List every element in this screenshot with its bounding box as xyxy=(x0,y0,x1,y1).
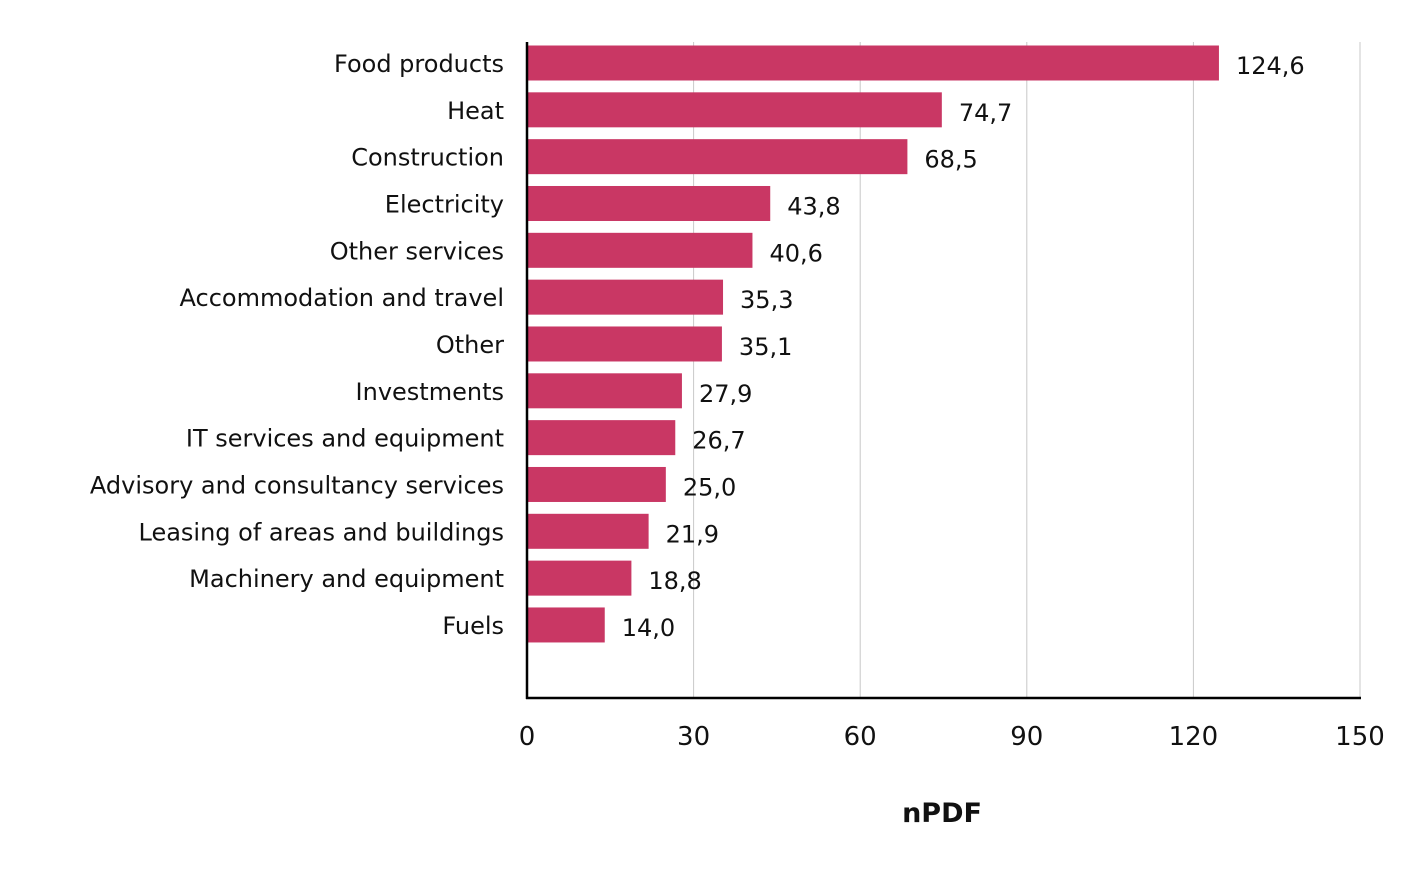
category-label: Leasing of areas and buildings xyxy=(139,518,505,546)
bars xyxy=(527,45,1219,643)
x-tick-label: 0 xyxy=(519,722,536,752)
value-label: 21,9 xyxy=(666,520,719,548)
bar xyxy=(527,466,666,502)
value-label: 35,1 xyxy=(739,333,792,361)
bar xyxy=(527,513,649,549)
bar xyxy=(527,560,632,596)
category-label: Food products xyxy=(334,50,504,78)
category-label: Investments xyxy=(356,378,504,406)
x-tick-label: 90 xyxy=(1010,722,1043,752)
bar xyxy=(527,373,682,409)
category-label: Construction xyxy=(351,144,504,172)
category-label: Machinery and equipment xyxy=(189,565,504,593)
value-label: 26,7 xyxy=(692,427,745,455)
category-label: Fuels xyxy=(442,612,504,640)
bar xyxy=(527,420,676,456)
bar xyxy=(527,45,1219,81)
bar xyxy=(527,326,722,362)
value-label: 14,0 xyxy=(622,614,675,642)
value-label: 68,5 xyxy=(924,146,977,174)
x-tick-label: 150 xyxy=(1335,722,1385,752)
value-label: 43,8 xyxy=(787,192,840,220)
value-label: 18,8 xyxy=(648,567,701,595)
x-tick-label: 120 xyxy=(1169,722,1219,752)
x-tick-labels: 0 30 60 90 120 150 xyxy=(519,722,1385,752)
value-label: 27,9 xyxy=(699,380,752,408)
bar xyxy=(527,92,942,128)
bar xyxy=(527,279,724,315)
category-label: Electricity xyxy=(385,190,504,218)
value-label: 35,3 xyxy=(740,286,793,314)
category-label: Advisory and consultancy services xyxy=(90,471,504,499)
bar xyxy=(527,139,908,175)
bar xyxy=(527,607,605,643)
bar xyxy=(527,232,753,268)
x-tick-label: 30 xyxy=(677,722,710,752)
category-labels: Food products Heat Construction Electricity… xyxy=(90,50,504,640)
category-label: Other xyxy=(436,331,504,359)
value-label: 74,7 xyxy=(959,99,1012,127)
value-label: 25,0 xyxy=(683,473,736,501)
category-label: IT services and equipment xyxy=(186,425,504,453)
value-label: 124,6 xyxy=(1236,52,1305,80)
x-axis-title: nPDF xyxy=(902,798,982,829)
value-label: 40,6 xyxy=(769,239,822,267)
value-labels: 124,6 74,7 68,5 43,8 40,6 35,3 35,1 27,9 26,7 25,… xyxy=(622,52,1305,642)
x-tick-label: 60 xyxy=(844,722,877,752)
category-label: Heat xyxy=(447,97,504,125)
bar xyxy=(527,185,771,221)
category-label: Accommodation and travel xyxy=(180,284,504,312)
category-label: Other services xyxy=(330,237,504,265)
